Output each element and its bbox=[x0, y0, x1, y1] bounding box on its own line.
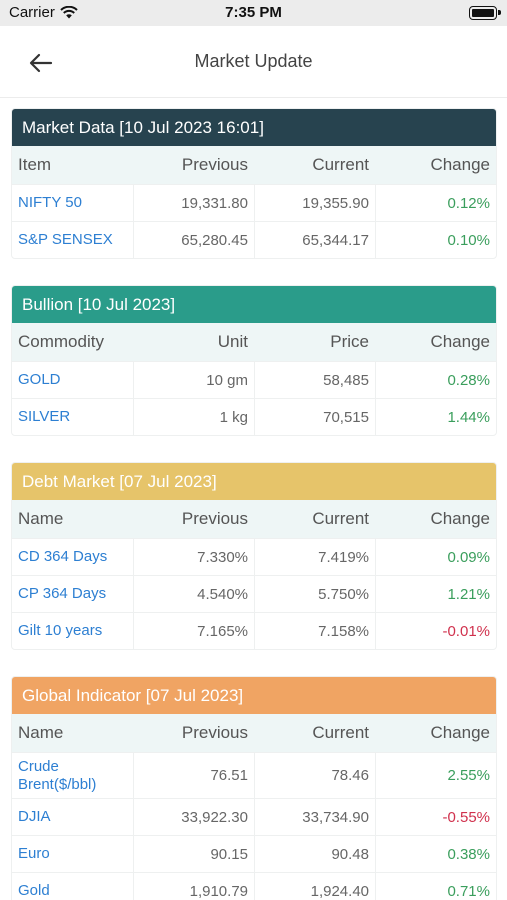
current-value: 7.419% bbox=[254, 539, 375, 575]
status-time: 7:35 PM bbox=[225, 4, 282, 21]
carrier-info: Carrier bbox=[9, 4, 78, 21]
carrier-label: Carrier bbox=[9, 4, 55, 21]
column-header: Name bbox=[18, 723, 64, 742]
current-value: 78.46 bbox=[254, 753, 375, 798]
table-row[interactable]: NIFTY 50 19,331.80 19,355.90 0.12% bbox=[12, 184, 496, 221]
change-value: 1.44% bbox=[375, 399, 496, 435]
item-link[interactable]: Euro bbox=[18, 845, 50, 862]
table-row[interactable]: SILVER 1 kg 70,515 1.44% bbox=[12, 398, 496, 435]
previous-value: 33,922.30 bbox=[133, 799, 254, 835]
column-header: Current bbox=[312, 723, 369, 742]
change-value: 0.10% bbox=[375, 222, 496, 258]
global-indicator-header: Global Indicator [07 Jul 2023] bbox=[12, 677, 496, 714]
table-row[interactable]: Crude Brent($/bbl) 76.51 78.46 2.55% bbox=[12, 752, 496, 798]
change-value: 0.09% bbox=[375, 539, 496, 575]
column-header: Item bbox=[18, 155, 52, 174]
item-link[interactable]: DJIA bbox=[18, 808, 51, 825]
status-bar: Carrier 7:35 PM bbox=[0, 0, 507, 26]
change-value: -0.55% bbox=[375, 799, 496, 835]
column-header: Change bbox=[430, 509, 490, 528]
table-header-row: Name Previous Current Change bbox=[12, 500, 496, 538]
market-data-card: Market Data [10 Jul 2023 16:01] Item Pre… bbox=[11, 108, 497, 259]
market-content[interactable]: Market Data [10 Jul 2023 16:01] Item Pre… bbox=[0, 98, 507, 900]
change-value: 0.12% bbox=[375, 185, 496, 221]
table-row[interactable]: S&P SENSEX 65,280.45 65,344.17 0.10% bbox=[12, 221, 496, 258]
current-value: 19,355.90 bbox=[254, 185, 375, 221]
price-value: 58,485 bbox=[254, 362, 375, 398]
current-value: 65,344.17 bbox=[254, 222, 375, 258]
item-link[interactable]: Gilt 10 years bbox=[18, 622, 103, 639]
column-header: Change bbox=[430, 723, 490, 742]
current-value: 1,924.40 bbox=[254, 873, 375, 900]
bullion-card: Bullion [10 Jul 2023] Commodity Unit Pri… bbox=[11, 285, 497, 436]
column-header: Change bbox=[430, 332, 490, 351]
item-link[interactable]: Gold bbox=[18, 882, 50, 899]
column-header: Price bbox=[330, 332, 369, 351]
previous-value: 4.540% bbox=[133, 576, 254, 612]
item-link[interactable]: CP 364 Days bbox=[18, 585, 107, 602]
change-value: 0.28% bbox=[375, 362, 496, 398]
item-link[interactable]: GOLD bbox=[18, 371, 61, 388]
column-header: Previous bbox=[181, 723, 248, 742]
back-arrow-icon[interactable] bbox=[26, 48, 56, 78]
debt-market-header: Debt Market [07 Jul 2023] bbox=[12, 463, 496, 500]
previous-value: 65,280.45 bbox=[133, 222, 254, 258]
table-row[interactable]: GOLD 10 gm 58,485 0.28% bbox=[12, 361, 496, 398]
table-row[interactable]: DJIA 33,922.30 33,734.90 -0.55% bbox=[12, 798, 496, 835]
page-title: Market Update bbox=[194, 51, 313, 71]
column-header: Change bbox=[430, 155, 490, 174]
market-data-header: Market Data [10 Jul 2023 16:01] bbox=[12, 109, 496, 146]
table-row[interactable]: Gold 1,910.79 1,924.40 0.71% bbox=[12, 872, 496, 900]
table-row[interactable]: Gilt 10 years 7.165% 7.158% -0.01% bbox=[12, 612, 496, 649]
debt-market-card: Debt Market [07 Jul 2023] Name Previous … bbox=[11, 462, 497, 650]
current-value: 7.158% bbox=[254, 613, 375, 649]
item-link[interactable]: Crude Brent($/bbl) bbox=[18, 757, 97, 793]
item-link[interactable]: CD 364 Days bbox=[18, 548, 108, 565]
previous-value: 90.15 bbox=[133, 836, 254, 872]
global-indicator-card: Global Indicator [07 Jul 2023] Name Prev… bbox=[11, 676, 497, 900]
previous-value: 76.51 bbox=[133, 753, 254, 798]
previous-value: 1,910.79 bbox=[133, 873, 254, 900]
item-link[interactable]: S&P SENSEX bbox=[18, 231, 113, 248]
item-link[interactable]: SILVER bbox=[18, 408, 71, 425]
previous-value: 7.330% bbox=[133, 539, 254, 575]
column-header: Previous bbox=[181, 509, 248, 528]
change-value: 2.55% bbox=[375, 753, 496, 798]
current-value: 33,734.90 bbox=[254, 799, 375, 835]
unit-value: 1 kg bbox=[133, 399, 254, 435]
column-header: Name bbox=[18, 509, 64, 528]
previous-value: 19,331.80 bbox=[133, 185, 254, 221]
column-header: Commodity bbox=[18, 332, 104, 351]
column-header: Current bbox=[312, 155, 369, 174]
wifi-icon bbox=[60, 6, 78, 19]
table-header-row: Name Previous Current Change bbox=[12, 714, 496, 752]
table-header-row: Item Previous Current Change bbox=[12, 146, 496, 184]
unit-value: 10 gm bbox=[133, 362, 254, 398]
table-header-row: Commodity Unit Price Change bbox=[12, 323, 496, 361]
battery-icon bbox=[469, 6, 501, 20]
change-value: 0.71% bbox=[375, 873, 496, 900]
table-row[interactable]: CD 364 Days 7.330% 7.419% 0.09% bbox=[12, 538, 496, 575]
navigation-bar: Market Update bbox=[0, 26, 507, 98]
table-row[interactable]: CP 364 Days 4.540% 5.750% 1.21% bbox=[12, 575, 496, 612]
column-header: Unit bbox=[217, 332, 248, 351]
change-value: -0.01% bbox=[375, 613, 496, 649]
item-link[interactable]: NIFTY 50 bbox=[18, 194, 82, 211]
bullion-header: Bullion [10 Jul 2023] bbox=[12, 286, 496, 323]
current-value: 90.48 bbox=[254, 836, 375, 872]
column-header: Current bbox=[312, 509, 369, 528]
table-row[interactable]: Euro 90.15 90.48 0.38% bbox=[12, 835, 496, 872]
current-value: 5.750% bbox=[254, 576, 375, 612]
column-header: Previous bbox=[181, 155, 248, 174]
price-value: 70,515 bbox=[254, 399, 375, 435]
change-value: 1.21% bbox=[375, 576, 496, 612]
previous-value: 7.165% bbox=[133, 613, 254, 649]
change-value: 0.38% bbox=[375, 836, 496, 872]
